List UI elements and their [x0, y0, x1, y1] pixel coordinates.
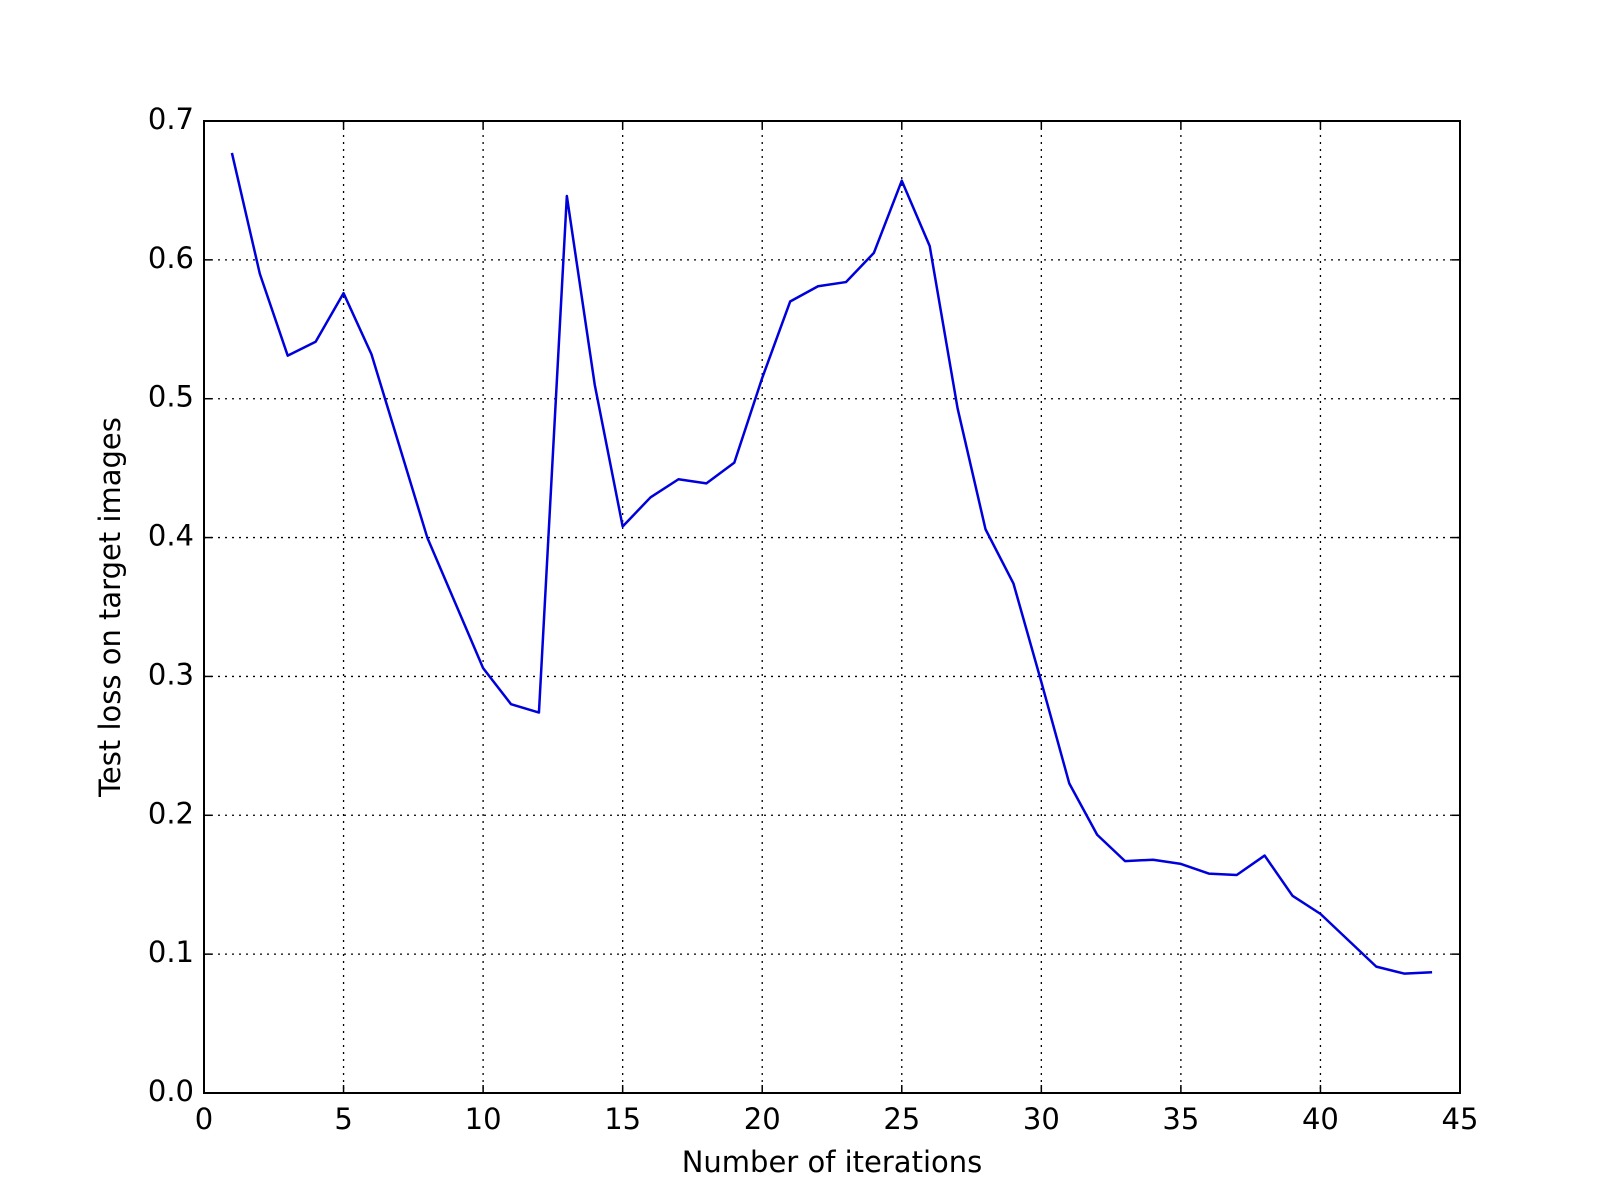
x-tick-label: 40: [1302, 1102, 1339, 1136]
x-tick-label: 25: [883, 1102, 920, 1136]
x-tick-label: 15: [604, 1102, 641, 1136]
x-tick-label: 5: [334, 1102, 352, 1136]
y-tick-label: 0.6: [148, 241, 194, 275]
y-tick-label: 0.2: [148, 796, 194, 830]
y-axis-label: Test loss on target images: [93, 417, 127, 798]
y-tick-label: 0.3: [148, 657, 194, 691]
x-tick-label: 35: [1162, 1102, 1199, 1136]
plot-frame: [203, 120, 1461, 1094]
data-line: [230, 152, 1433, 975]
x-tick-label: 20: [744, 1102, 781, 1136]
y-tick-label: 0.0: [148, 1074, 194, 1108]
x-axis-label: Number of iterations: [682, 1145, 983, 1179]
x-tick-label: 45: [1442, 1102, 1479, 1136]
x-tick-label: 0: [195, 1102, 213, 1136]
y-tick-label: 0.7: [148, 102, 194, 136]
y-tick-label: 0.1: [148, 935, 194, 969]
x-tick-label: 30: [1023, 1102, 1060, 1136]
y-tick-label: 0.4: [148, 519, 194, 553]
x-tick-label: 10: [465, 1102, 502, 1136]
y-tick-label: 0.5: [148, 380, 194, 414]
